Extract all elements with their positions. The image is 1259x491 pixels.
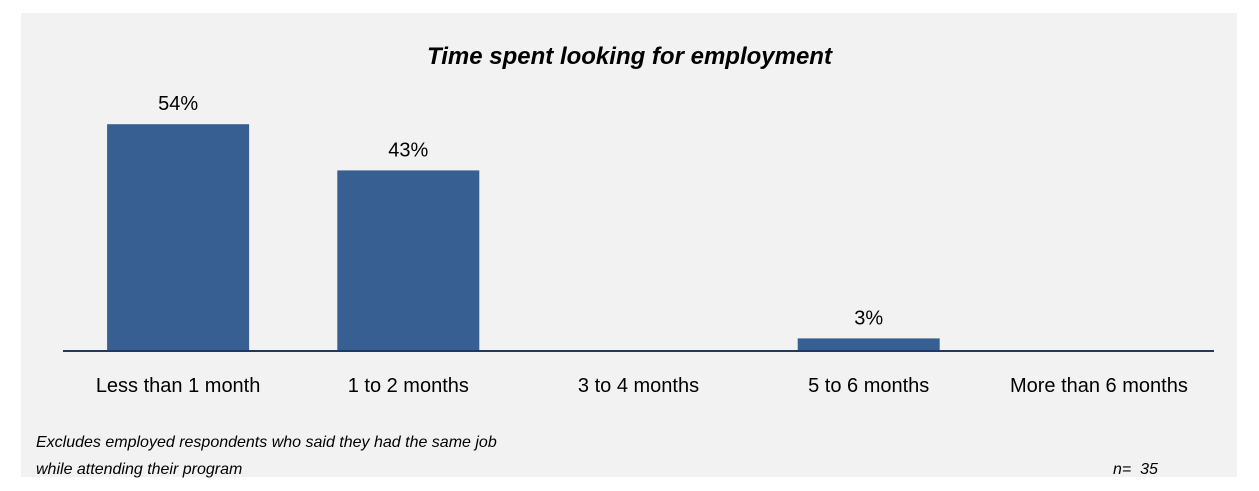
bars-layer: [107, 124, 940, 351]
category-label-3: 3 to 4 months: [578, 375, 699, 397]
data-label-1: 54%: [158, 93, 198, 115]
bar-4: [797, 338, 940, 351]
bar-1: [107, 124, 250, 351]
footnote-line-1: Excludes employed respondents who said t…: [36, 434, 497, 451]
footnote-line-2: while attending their program: [36, 461, 243, 478]
category-label-1: Less than 1 month: [96, 375, 261, 397]
bar-2: [337, 170, 480, 351]
data-label-4: 3%: [854, 307, 883, 329]
category-label-2: 1 to 2 months: [348, 375, 469, 397]
sample-size-label: n= 35: [1113, 461, 1158, 478]
category-label-5: More than 6 months: [1010, 375, 1188, 397]
data-labels-layer: 54% 43% 3%: [158, 93, 883, 329]
category-label-4: 5 to 6 months: [808, 375, 929, 397]
data-label-2: 43%: [388, 139, 428, 161]
category-labels-layer: Less than 1 month 1 to 2 months 3 to 4 mon…: [96, 375, 1188, 397]
chart-title: Time spent looking for employment: [427, 43, 832, 70]
